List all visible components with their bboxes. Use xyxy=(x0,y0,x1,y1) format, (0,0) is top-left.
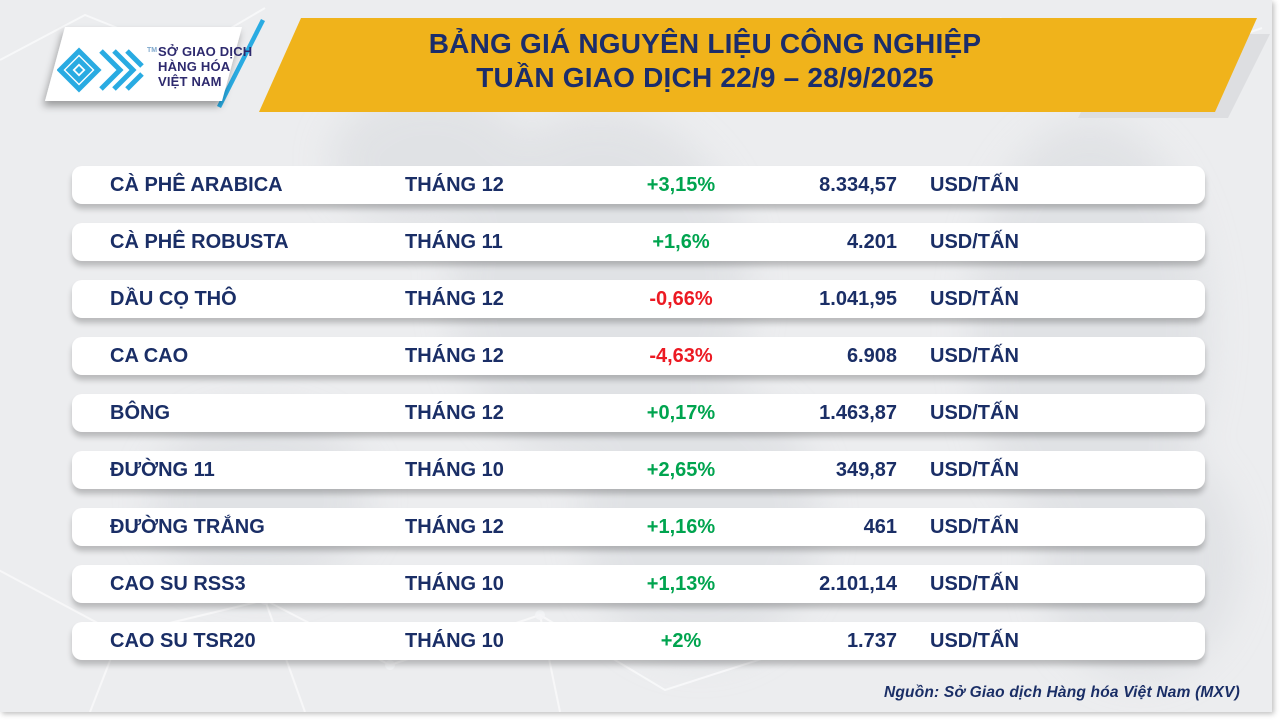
percent-change: +1,13% xyxy=(646,573,716,595)
contract-month: THÁNG 12 xyxy=(405,345,504,367)
commodity-name: DẦU CỌ THÔ xyxy=(110,288,237,310)
trademark-label: TM xyxy=(147,47,158,54)
percent-change: +2% xyxy=(660,630,702,652)
table-row: CA CAO THÁNG 12 -4,63% 6.908 USD/TẤN xyxy=(72,337,1205,375)
table-row: CAO SU TSR20 THÁNG 10 +2% 1.737 USD/TẤN xyxy=(72,622,1205,660)
logo-text-line-1: SỞ GIAO DỊCH xyxy=(158,44,253,59)
price-unit: USD/TẤN xyxy=(930,174,1019,196)
commodity-name: CAO SU RSS3 xyxy=(110,573,246,595)
price-value: 2.101,14 xyxy=(819,573,897,595)
table-row: ĐƯỜNG 11 THÁNG 10 +2,65% 349,87 USD/TẤN xyxy=(72,451,1205,489)
price-unit: USD/TẤN xyxy=(930,288,1019,310)
percent-change: +2,65% xyxy=(646,459,716,481)
mxv-logo-icon xyxy=(57,47,144,93)
contract-month: THÁNG 12 xyxy=(405,402,504,424)
contract-month: THÁNG 11 xyxy=(405,231,503,253)
contract-month: THÁNG 12 xyxy=(405,288,504,310)
price-table: CÀ PHÊ ARABICA THÁNG 12 +3,15% 8.334,57 … xyxy=(72,166,1205,660)
commodity-name: CAO SU TSR20 xyxy=(110,630,256,652)
commodity-name: BÔNG xyxy=(110,402,170,424)
table-row: CAO SU RSS3 THÁNG 10 +1,13% 2.101,14 USD… xyxy=(72,565,1205,603)
logo-text-line-2: HÀNG HÓA xyxy=(158,59,231,74)
page-title: BẢNG GIÁ NGUYÊN LIỆU CÔNG NGHIỆP TUẦN GI… xyxy=(300,27,1110,95)
commodity-name: ĐƯỜNG 11 xyxy=(110,459,215,481)
percent-change: +3,15% xyxy=(646,174,716,196)
price-value: 1.463,87 xyxy=(819,402,897,424)
contract-month: THÁNG 10 xyxy=(405,459,504,481)
contract-month: THÁNG 12 xyxy=(405,516,504,538)
price-unit: USD/TẤN xyxy=(930,573,1019,595)
price-value: 6.908 xyxy=(846,345,897,367)
percent-change: +1,16% xyxy=(646,516,716,538)
logo-text-line-3: VIỆT NAM xyxy=(158,74,222,89)
commodity-name: CA CAO xyxy=(110,345,189,367)
table-row: CÀ PHÊ ARABICA THÁNG 12 +3,15% 8.334,57 … xyxy=(72,166,1205,204)
commodity-name: ĐƯỜNG TRẮNG xyxy=(110,516,265,538)
price-value: 1.041,95 xyxy=(819,288,897,310)
price-value: 461 xyxy=(863,516,897,538)
logo-wordmark: SỞ GIAO DỊCH HÀNG HÓA VIỆT NAM xyxy=(158,44,252,89)
price-unit: USD/TẤN xyxy=(930,345,1019,367)
price-unit: USD/TẤN xyxy=(930,459,1019,481)
table-row: ĐƯỜNG TRẮNG THÁNG 12 +1,16% 461 USD/TẤN xyxy=(72,508,1205,546)
title-line-1: BẢNG GIÁ NGUYÊN LIỆU CÔNG NGHIỆP xyxy=(428,28,982,59)
price-unit: USD/TẤN xyxy=(930,630,1019,652)
mxv-logo: TM SỞ GIAO DỊCH HÀNG HÓA VIỆT NAM xyxy=(0,0,260,130)
table-row: DẦU CỌ THÔ THÁNG 12 -0,66% 1.041,95 USD/… xyxy=(72,280,1205,318)
price-value: 349,87 xyxy=(835,459,897,481)
percent-change: -4,63% xyxy=(649,345,713,367)
price-value: 8.334,57 xyxy=(819,174,897,196)
percent-change: +1,6% xyxy=(652,231,710,253)
contract-month: THÁNG 12 xyxy=(405,174,504,196)
source-note: Nguồn: Sở Giao dịch Hàng hóa Việt Nam (M… xyxy=(883,684,1240,701)
price-unit: USD/TẤN xyxy=(930,231,1019,253)
table-row: CÀ PHÊ ROBUSTA THÁNG 11 +1,6% 4.201 USD/… xyxy=(72,223,1205,261)
price-unit: USD/TẤN xyxy=(930,402,1019,424)
percent-change: +0,17% xyxy=(646,402,716,424)
price-unit: USD/TẤN xyxy=(930,516,1019,538)
price-value: 4.201 xyxy=(846,231,897,253)
table-row: BÔNG THÁNG 12 +0,17% 1.463,87 USD/TẤN xyxy=(72,394,1205,432)
commodity-name: CÀ PHÊ ARABICA xyxy=(110,174,283,196)
contract-month: THÁNG 10 xyxy=(405,630,504,652)
price-value: 1.737 xyxy=(846,630,897,652)
contract-month: THÁNG 10 xyxy=(405,573,504,595)
percent-change: -0,66% xyxy=(649,288,713,310)
commodity-name: CÀ PHÊ ROBUSTA xyxy=(110,231,289,253)
title-line-2: TUẦN GIAO DỊCH 22/9 – 28/9/2025 xyxy=(476,62,934,93)
